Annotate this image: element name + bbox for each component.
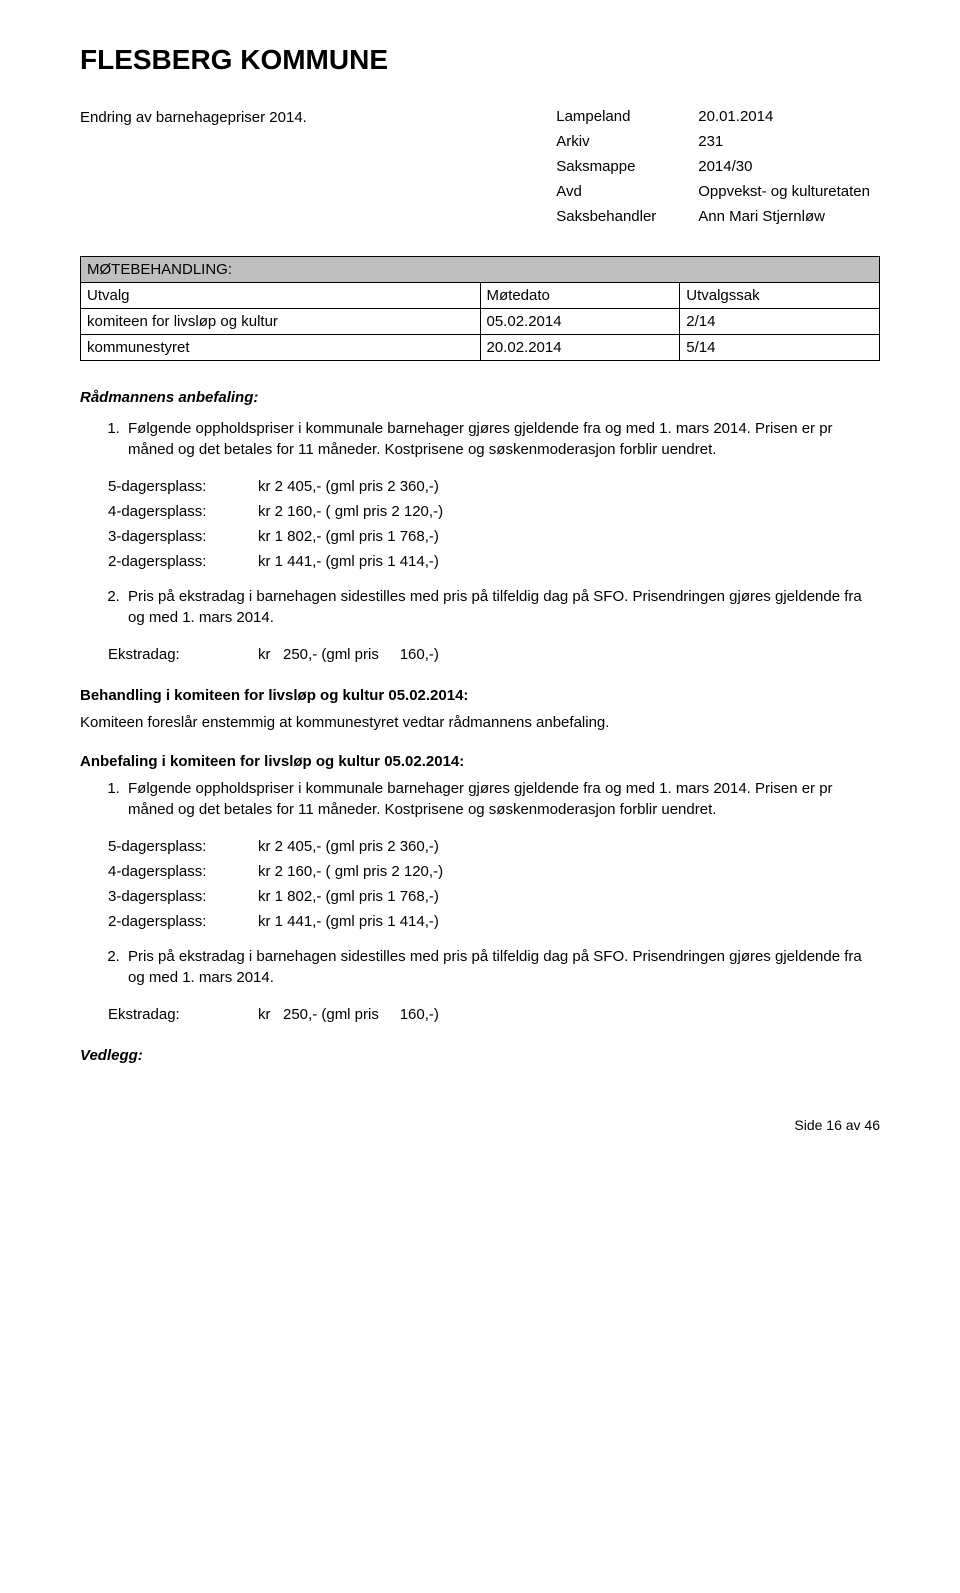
meta-value: Oppvekst- og kulturetaten: [698, 180, 878, 203]
price-row: 4-dagersplass:kr 2 160,- ( gml pris 2 12…: [108, 499, 451, 524]
price-value: kr 1 441,- (gml pris 1 414,-): [258, 549, 451, 574]
price-row: 3-dagersplass:kr 1 802,- (gml pris 1 768…: [108, 884, 451, 909]
document-subtitle: Endring av barnehagepriser 2014.: [80, 107, 307, 230]
proc-cell: kommunestyret: [81, 335, 481, 361]
meta-label: Arkiv: [556, 130, 696, 153]
extra-price-1: Ekstradag:kr 250,- (gml pris 160,-): [108, 642, 447, 667]
list-item: Pris på ekstradag i barnehagen sidestill…: [124, 946, 880, 988]
table-row: kommunestyret 20.02.2014 5/14: [81, 335, 880, 361]
proc-cell: 20.02.2014: [480, 335, 680, 361]
table-row: komiteen for livsløp og kultur 05.02.201…: [81, 309, 880, 335]
price-value: kr 2 405,- (gml pris 2 360,-): [258, 474, 451, 499]
proc-cell: 5/14: [680, 335, 880, 361]
meta-value: 2014/30: [698, 155, 878, 178]
price-row: 5-dagersplass:kr 2 405,- (gml pris 2 360…: [108, 474, 451, 499]
proc-col-utvalgssak: Utvalgssak: [680, 283, 880, 309]
price-value: kr 1 802,- (gml pris 1 768,-): [258, 524, 451, 549]
list-item: Følgende oppholdspriser i kommunale barn…: [124, 418, 880, 460]
behandling-body: Komiteen foreslår enstemmig at kommunest…: [80, 712, 880, 733]
price-table-2: 5-dagersplass:kr 2 405,- (gml pris 2 360…: [108, 834, 451, 934]
meta-label: Saksbehandler: [556, 205, 696, 228]
behandling-heading: Behandling i komiteen for livsløp og kul…: [80, 685, 880, 706]
meta-label: Avd: [556, 180, 696, 203]
list-text: Følgende oppholdspriser i kommunale barn…: [128, 780, 833, 818]
price-value: kr 1 441,- (gml pris 1 414,-): [258, 909, 451, 934]
proc-cell: 05.02.2014: [480, 309, 680, 335]
proc-cell: 2/14: [680, 309, 880, 335]
price-row: 2-dagersplass:kr 1 441,- (gml pris 1 414…: [108, 909, 451, 934]
list-item: Følgende oppholdspriser i kommunale barn…: [124, 778, 880, 820]
anbefaling-heading: Anbefaling i komiteen for livsløp og kul…: [80, 751, 880, 772]
list-text: Følgende oppholdspriser i kommunale barn…: [128, 420, 833, 458]
price-label: 3-dagersplass:: [108, 884, 258, 909]
meta-row: Saksmappe2014/30: [556, 155, 878, 178]
meta-table: Lampeland20.01.2014 Arkiv231 Saksmappe20…: [554, 103, 880, 230]
meta-row: Lampeland20.01.2014: [556, 105, 878, 128]
price-label: Ekstradag:: [108, 642, 258, 667]
price-row: Ekstradag:kr 250,- (gml pris 160,-): [108, 642, 447, 667]
meta-block: Endring av barnehagepriser 2014. Lampela…: [80, 103, 880, 230]
meta-row: Arkiv231: [556, 130, 878, 153]
list-text: Pris på ekstradag i barnehagen sidestill…: [128, 588, 862, 626]
price-value: kr 1 802,- (gml pris 1 768,-): [258, 884, 451, 909]
price-value: kr 2 405,- (gml pris 2 360,-): [258, 834, 451, 859]
price-label: 2-dagersplass:: [108, 909, 258, 934]
price-table-1: 5-dagersplass:kr 2 405,- (gml pris 2 360…: [108, 474, 451, 574]
meta-label: Saksmappe: [556, 155, 696, 178]
recommendation-heading: Rådmannens anbefaling:: [80, 387, 880, 408]
price-value: kr 2 160,- ( gml pris 2 120,-): [258, 499, 451, 524]
price-label: 3-dagersplass:: [108, 524, 258, 549]
proceedings-heading: MØTEBEHANDLING:: [81, 257, 880, 283]
price-value: kr 250,- (gml pris 160,-): [258, 1002, 447, 1027]
proceedings-table: MØTEBEHANDLING: Utvalg Møtedato Utvalgss…: [80, 256, 880, 361]
price-label: 4-dagersplass:: [108, 859, 258, 884]
meta-value: 20.01.2014: [698, 105, 878, 128]
price-row: 2-dagersplass:kr 1 441,- (gml pris 1 414…: [108, 549, 451, 574]
list-item: Pris på ekstradag i barnehagen sidestill…: [124, 586, 880, 628]
price-label: 5-dagersplass:: [108, 834, 258, 859]
proc-col-motedato: Møtedato: [480, 283, 680, 309]
price-row: 4-dagersplass:kr 2 160,- ( gml pris 2 12…: [108, 859, 451, 884]
price-row: Ekstradag:kr 250,- (gml pris 160,-): [108, 1002, 447, 1027]
price-label: 2-dagersplass:: [108, 549, 258, 574]
meta-label: Lampeland: [556, 105, 696, 128]
proc-col-utvalg: Utvalg: [81, 283, 481, 309]
price-value: kr 250,- (gml pris 160,-): [258, 642, 447, 667]
meta-value: Ann Mari Stjernløw: [698, 205, 878, 228]
page-number: Side 16 av 46: [80, 1116, 880, 1136]
meta-row: AvdOppvekst- og kulturetaten: [556, 180, 878, 203]
vedlegg-heading: Vedlegg:: [80, 1045, 880, 1066]
meta-value: 231: [698, 130, 878, 153]
price-value: kr 2 160,- ( gml pris 2 120,-): [258, 859, 451, 884]
price-row: 5-dagersplass:kr 2 405,- (gml pris 2 360…: [108, 834, 451, 859]
list-text: Pris på ekstradag i barnehagen sidestill…: [128, 948, 862, 986]
price-row: 3-dagersplass:kr 1 802,- (gml pris 1 768…: [108, 524, 451, 549]
extra-price-2: Ekstradag:kr 250,- (gml pris 160,-): [108, 1002, 447, 1027]
price-label: 5-dagersplass:: [108, 474, 258, 499]
proc-cell: komiteen for livsløp og kultur: [81, 309, 481, 335]
price-label: 4-dagersplass:: [108, 499, 258, 524]
meta-row: SaksbehandlerAnn Mari Stjernløw: [556, 205, 878, 228]
price-label: Ekstradag:: [108, 1002, 258, 1027]
document-title: FLESBERG KOMMUNE: [80, 40, 880, 79]
